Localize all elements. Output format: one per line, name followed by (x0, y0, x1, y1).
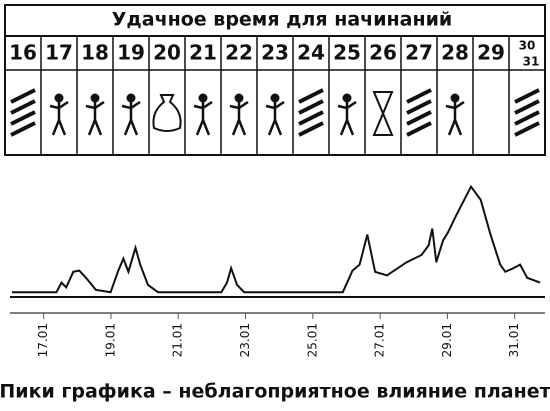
day-icon (85, 93, 105, 136)
stripe (298, 88, 324, 104)
day-icon (372, 91, 394, 136)
day-icon (121, 93, 141, 136)
stripe (298, 121, 324, 137)
day-icon (337, 93, 357, 136)
day-icon (445, 93, 465, 136)
day-label: 24 (297, 41, 325, 65)
day-icon (514, 88, 540, 137)
figure-body (85, 100, 105, 136)
day-label: 26 (369, 41, 397, 65)
day-label: 27 (405, 41, 433, 65)
figure-body (337, 100, 357, 136)
day-label: 20 (153, 41, 181, 65)
stripe (406, 110, 432, 126)
chart-caption: Пики графика – неблагоприятное влияние п… (0, 381, 550, 403)
stripe (406, 88, 432, 104)
figure-body (229, 100, 249, 136)
day-label: 30 (519, 39, 536, 53)
line-series (12, 184, 541, 294)
figure-head (450, 93, 460, 103)
figure-body (49, 100, 69, 136)
stripe (298, 99, 324, 115)
money-bag (152, 94, 182, 132)
day-icon (193, 93, 213, 136)
day-label: 22 (225, 41, 253, 65)
stripe (10, 121, 36, 137)
figure-head (198, 93, 208, 103)
day-label: 23 (261, 41, 289, 65)
x-tick-label: 23.01 (238, 323, 252, 357)
x-tick-label: 29.01 (440, 323, 454, 357)
figure-head (342, 93, 352, 103)
stripe (406, 121, 432, 137)
day-label: 25 (333, 41, 361, 65)
figure-head (234, 93, 244, 103)
day-label: 17 (45, 41, 73, 65)
stripe (514, 99, 540, 115)
x-tick-label: 17.01 (36, 323, 50, 357)
stripe (514, 88, 540, 104)
day-icon (265, 93, 285, 136)
figure-head (270, 93, 280, 103)
day-icon (49, 93, 69, 136)
stripe (406, 99, 432, 115)
x-tick-label: 31.01 (507, 323, 521, 357)
day-label: 19 (117, 41, 145, 65)
day-icon (152, 94, 182, 132)
day-icon (10, 88, 36, 137)
day-icon (406, 88, 432, 137)
hourglass (372, 91, 394, 136)
figure-body (265, 100, 285, 136)
stripe (298, 110, 324, 126)
day-label: 29 (477, 41, 505, 65)
day-label: 18 (81, 41, 109, 65)
stripe (10, 88, 36, 104)
figure-head (54, 93, 64, 103)
calendar-title: Удачное время для начинаний (112, 9, 452, 31)
calendar-frame (4, 4, 546, 156)
figure-head (126, 93, 136, 103)
figure-body (121, 100, 141, 136)
figure-head (90, 93, 100, 103)
stripe (514, 110, 540, 126)
day-icon (229, 93, 249, 136)
stripe (10, 110, 36, 126)
day-icon (298, 88, 324, 137)
figure-body (445, 100, 465, 136)
day-label: 28 (441, 41, 469, 65)
x-tick-label: 19.01 (103, 323, 117, 357)
day-label: 16 (9, 41, 37, 65)
day-label: 31 (523, 55, 540, 69)
x-tick-label: 25.01 (305, 323, 319, 357)
x-tick-label: 27.01 (373, 323, 387, 357)
stripe (10, 99, 36, 115)
x-tick-label: 21.01 (171, 323, 185, 357)
stripe (514, 121, 540, 137)
figure-body (193, 100, 213, 136)
day-label: 21 (189, 41, 217, 65)
